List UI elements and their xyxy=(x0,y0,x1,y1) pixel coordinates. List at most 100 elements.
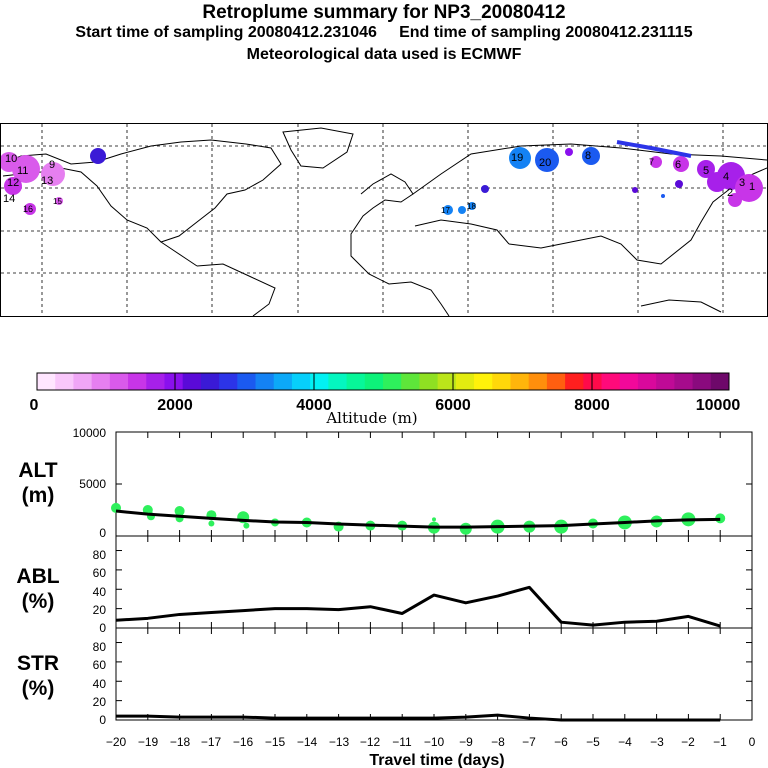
plume-label: 19 xyxy=(511,152,523,164)
alt-point xyxy=(554,519,569,534)
colorbar-swatch xyxy=(674,373,694,390)
abl-ytick-label: 40 xyxy=(93,585,107,599)
colorbar-swatch xyxy=(128,373,147,390)
plume-label: 1 xyxy=(749,181,755,193)
colorbar-tick-label: 4000 xyxy=(296,397,332,414)
xtick-label: −1 xyxy=(713,735,727,749)
colorbar-swatch xyxy=(73,373,93,390)
colorbar-swatch xyxy=(346,373,366,390)
plume-label: 13 xyxy=(41,175,53,187)
xtick-label: −9 xyxy=(459,735,473,749)
plume-marker xyxy=(565,148,573,156)
plume-marker xyxy=(1,152,19,172)
alt-ytick-label: 10000 xyxy=(73,426,107,440)
panel-frames xyxy=(115,431,753,721)
alt-point xyxy=(650,515,663,528)
colorbar-swatch xyxy=(619,373,639,390)
plume-marker xyxy=(509,147,531,169)
colorbar-swatch xyxy=(237,373,257,390)
str-ytick-label: 80 xyxy=(93,640,107,654)
colorbar-swatch xyxy=(219,373,238,390)
plume-marker xyxy=(468,202,476,210)
plume-track xyxy=(616,140,692,158)
alt-point xyxy=(237,511,250,524)
alt-point xyxy=(523,520,536,533)
abl-panel-frame xyxy=(115,535,753,629)
colorbar-swatch xyxy=(273,373,293,390)
str-ytick-label: 0 xyxy=(99,713,106,727)
retroplume-map: 10 9 11 12 13 14 15 16 17 18 19 20 8 7 6… xyxy=(0,123,768,317)
str-ylabel-unit: (%) xyxy=(22,677,55,700)
alt-point xyxy=(142,505,153,515)
colorbar-swatch xyxy=(328,373,348,390)
abl-ylabel: ABL xyxy=(16,565,59,588)
series-line xyxy=(116,713,721,722)
colorbar-swatch xyxy=(546,373,566,390)
colorbar-swatch xyxy=(656,373,675,390)
plume-label: 6 xyxy=(675,159,681,171)
colorbar-swatch xyxy=(383,373,402,390)
xtick-label: −15 xyxy=(265,735,286,749)
plume-label: 4 xyxy=(723,171,729,183)
alt-point xyxy=(365,520,376,531)
colorbar-swatch xyxy=(55,373,74,390)
alt-point xyxy=(681,512,696,527)
xtick-label: −7 xyxy=(522,735,536,749)
colorbar-swatch xyxy=(200,373,220,390)
plume-label: 16 xyxy=(23,204,33,214)
plume-marker xyxy=(443,205,453,215)
colorbar-swatch xyxy=(91,373,111,390)
colorbar-swatch xyxy=(419,373,439,390)
str-ytick-label: 60 xyxy=(93,658,107,672)
colorbar-swatch xyxy=(291,373,311,390)
plume-label: 10 xyxy=(5,153,17,165)
plume-label: 11 xyxy=(17,165,28,177)
plume-label: 18 xyxy=(467,202,476,211)
xtick-label: −17 xyxy=(201,735,222,749)
xtick-label: −11 xyxy=(392,735,412,749)
series-lines xyxy=(115,509,721,722)
alt-point xyxy=(111,502,121,513)
world-map: 10 9 11 12 13 14 15 16 17 18 19 20 8 7 6… xyxy=(1,124,767,316)
str-panel-frame xyxy=(115,627,753,721)
plume-marker xyxy=(697,160,715,178)
sampling-time-line: Start time of sampling 20080412.231046 E… xyxy=(75,24,693,41)
abl-ylabel-unit: (%) xyxy=(22,590,55,613)
colorbar-tick-label: 6000 xyxy=(435,397,471,414)
alt-point xyxy=(432,517,436,522)
axis-ticks xyxy=(115,431,753,721)
plume-label: 20 xyxy=(539,157,551,169)
met-data-line: Meteorological data used is ECMWF xyxy=(246,46,522,63)
page-title: Retroplume summary for NP3_20080412 xyxy=(202,2,566,23)
alt-point xyxy=(208,520,215,527)
xtick-label: −13 xyxy=(329,735,350,749)
plume-marker xyxy=(735,174,763,202)
xtick-label: −12 xyxy=(360,735,381,749)
colorbar-swatch xyxy=(401,373,420,390)
colorbar-swatch xyxy=(474,373,493,390)
colorbar-swatch xyxy=(164,373,184,390)
colorbar-swatch xyxy=(710,373,730,390)
colorbar-swatch xyxy=(109,373,129,390)
series-line xyxy=(115,509,721,529)
plume-label: 15 xyxy=(53,197,62,206)
plume-label: 2 xyxy=(727,187,733,199)
xtick-label: −10 xyxy=(424,735,445,749)
xtick-label: −20 xyxy=(106,735,127,749)
colorbar-swatch xyxy=(37,373,56,390)
xtick-label: −14 xyxy=(297,735,318,749)
plume-marker xyxy=(535,148,559,172)
plume-marker xyxy=(41,162,65,186)
plume-label: 3 xyxy=(739,177,745,189)
colorbar-swatch xyxy=(455,373,475,390)
colorbar-swatch xyxy=(601,373,621,390)
colorbar-tick-label: 0 xyxy=(30,397,39,414)
xtick-label: −16 xyxy=(233,735,254,749)
plume-markers xyxy=(1,140,763,215)
abl-ytick-label: 20 xyxy=(93,603,107,617)
abl-ytick-label: 0 xyxy=(99,621,106,635)
colorbar-swatch xyxy=(146,373,165,390)
plume-marker xyxy=(481,185,489,193)
plume-marker xyxy=(707,172,727,192)
